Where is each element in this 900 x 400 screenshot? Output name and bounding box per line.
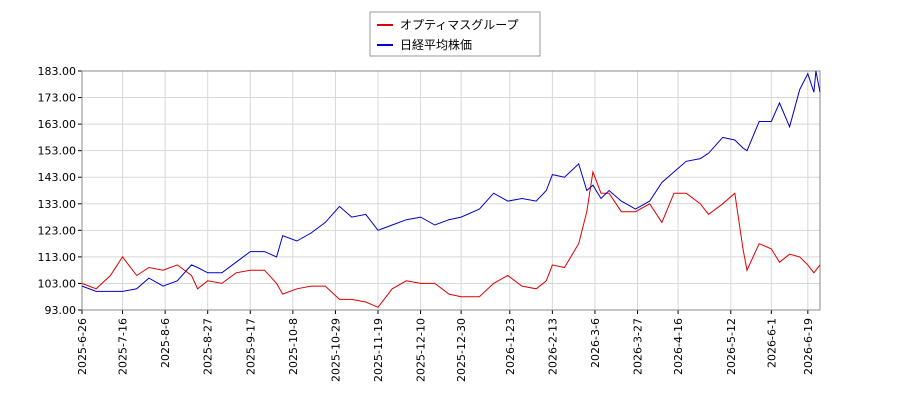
x-tick-label: 2025-8-27: [202, 318, 215, 375]
x-tick-label: 2025-7-16: [117, 318, 130, 375]
legend-label: 日経平均株価: [400, 37, 472, 52]
y-tick-label: 103.00: [38, 277, 77, 290]
y-tick-label: 93.00: [45, 304, 77, 317]
legend-box: [369, 11, 541, 57]
y-tick-label: 123.00: [38, 224, 77, 237]
x-tick-label: 2025-8-6: [159, 318, 172, 368]
x-tick-label: 2026-1-23: [504, 318, 517, 375]
x-tick-label: 2025-10-8: [287, 318, 300, 375]
y-tick-label: 113.00: [38, 251, 77, 264]
legend-label: オプティマスグループ: [400, 18, 519, 32]
y-tick-label: 133.00: [38, 198, 77, 211]
y-tick-label: 173.00: [38, 92, 77, 105]
x-tick-label: 2026-4-16: [672, 318, 685, 375]
x-tick-label: 2025-6-26: [76, 318, 89, 375]
x-tick-label: 2025-10-29: [329, 318, 342, 382]
x-tick-label: 2025-12-30: [455, 318, 468, 382]
x-tick-label: 2025-11-19: [372, 318, 385, 382]
series-line: [81, 70, 821, 292]
plot-border: [81, 70, 821, 311]
x-tick-label: 2026-6-1: [765, 318, 778, 368]
y-tick-label: 153.00: [38, 145, 77, 158]
x-tick-label: 2026-6-19: [802, 318, 815, 375]
y-tick-label: 183.00: [38, 65, 77, 78]
x-tick-label: 2025-12-10: [415, 318, 428, 382]
y-tick-label: 143.00: [38, 171, 77, 184]
x-tick-label: 2026-3-27: [632, 318, 645, 375]
y-tick-label: 163.00: [38, 118, 77, 131]
x-tick-label: 2026-3-6: [589, 318, 602, 368]
x-tick-label: 2026-5-12: [725, 318, 738, 375]
x-tick-label: 2025-9-17: [244, 318, 257, 375]
x-tick-label: 2026-2-13: [546, 318, 559, 375]
series-line: [81, 169, 821, 308]
